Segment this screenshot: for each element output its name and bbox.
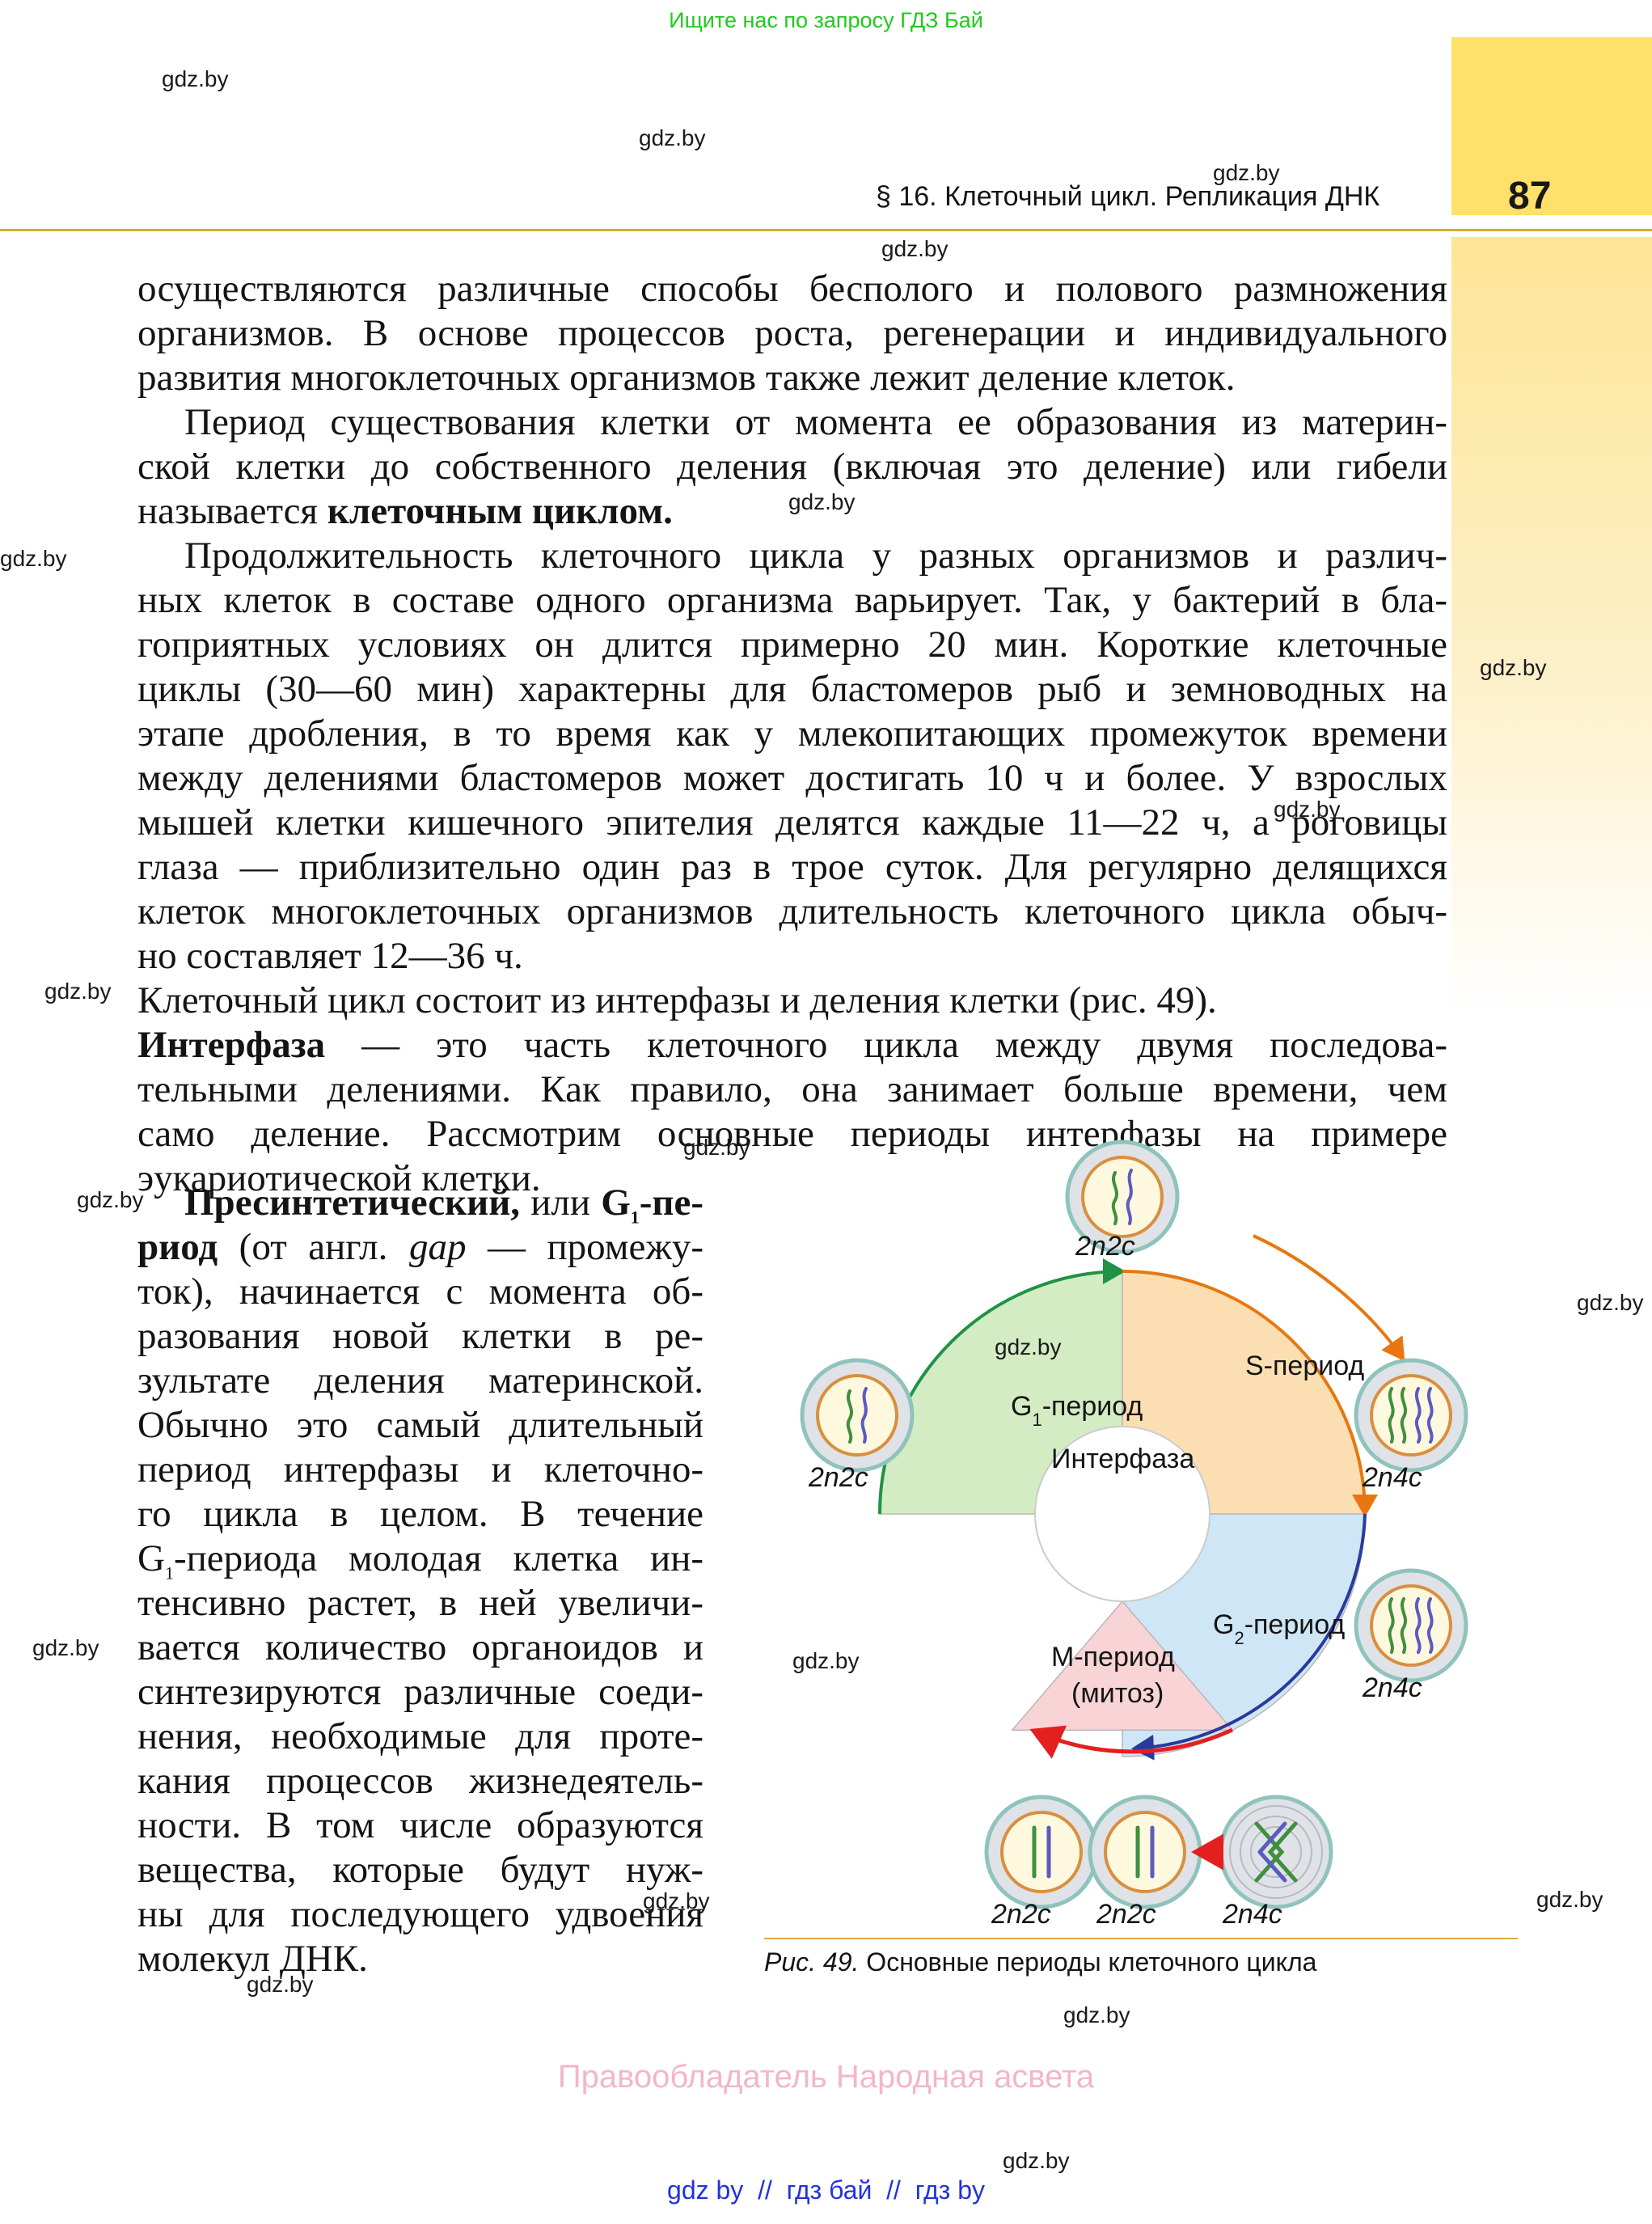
- svg-text:2n2c: 2n2c: [1096, 1899, 1156, 1930]
- svg-text:S-период: S-период: [1245, 1351, 1364, 1381]
- svg-text:2n2c: 2n2c: [991, 1899, 1051, 1930]
- svg-text:2n4c: 2n4c: [1362, 1462, 1422, 1493]
- svg-text:2n4c: 2n4c: [1362, 1672, 1422, 1703]
- svg-text:2n4c: 2n4c: [1222, 1899, 1282, 1930]
- svg-text:М-период: М-период: [1051, 1642, 1175, 1672]
- svg-text:Интерфаза: Интерфаза: [1051, 1444, 1194, 1474]
- svg-text:2n2c: 2n2c: [1075, 1231, 1135, 1262]
- svg-text:gdz.by: gdz.by: [995, 1334, 1062, 1359]
- svg-text:(митоз): (митоз): [1071, 1678, 1164, 1709]
- svg-text:2n2c: 2n2c: [808, 1462, 868, 1493]
